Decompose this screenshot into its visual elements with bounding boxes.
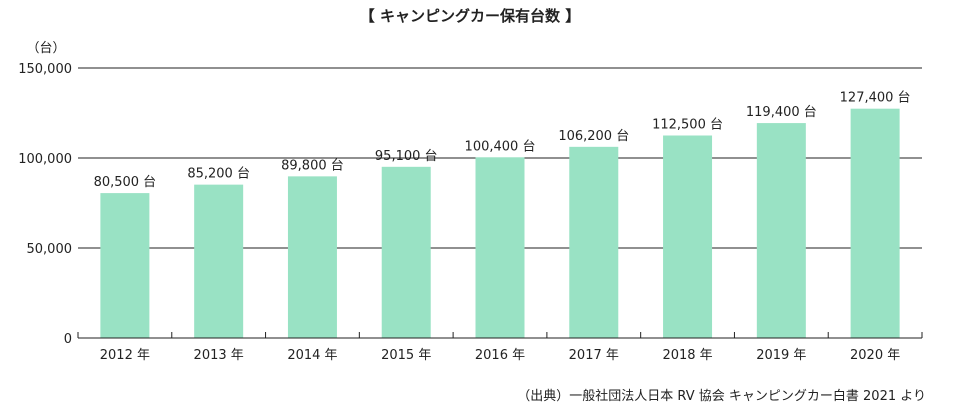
x-tick-label: 2016 年 (475, 348, 525, 363)
bar (663, 135, 713, 338)
bar (756, 123, 806, 338)
y-tick-label: 0 (64, 332, 72, 347)
data-label: 112,500 台 (652, 118, 723, 133)
x-tick-label: 2014 年 (287, 348, 337, 363)
data-label: 106,200 台 (558, 129, 629, 144)
chart-title: 【 キャンピングカー保有台数 】 (360, 7, 580, 25)
data-label: 100,400 台 (465, 139, 536, 154)
axes (77, 332, 923, 339)
data-labels: 80,500 台 85,200 台 89,800 台 95,100 台 100,400 … (94, 91, 911, 190)
y-tick-label: 100,000 (18, 152, 72, 167)
data-label: 80,500 台 (94, 175, 157, 190)
bar (475, 157, 525, 338)
data-label: 119,400 台 (746, 105, 817, 120)
y-tick-label: 50,000 (27, 242, 73, 257)
x-tick-label: 2017 年 (569, 348, 619, 363)
x-tick-label: 2015 年 (381, 348, 431, 363)
bar (287, 176, 337, 338)
x-tick-label: 2018 年 (662, 348, 712, 363)
x-tick-label: 2020 年 (850, 348, 900, 363)
bars (100, 108, 900, 339)
x-tick-labels: 2012 年 2013 年 2014 年 2015 年 2016 年 2017 年 2018… (100, 348, 900, 363)
y-tick-labels: 0 50,000 100,000 150,000 (18, 62, 72, 347)
y-tick-label: 150,000 (18, 62, 72, 77)
data-label: 95,100 台 (375, 149, 438, 164)
data-label: 89,800 台 (281, 158, 344, 173)
bar (569, 146, 619, 338)
data-label: 127,400 台 (840, 91, 911, 106)
bar (194, 184, 244, 338)
bar (850, 108, 900, 339)
x-tick-label: 2012 年 (100, 348, 150, 363)
x-tick-label: 2013 年 (194, 348, 244, 363)
bar (381, 166, 431, 338)
y-axis-unit-label: （台） (26, 41, 65, 56)
bar (100, 193, 150, 338)
source-note: （出典）一般社団法人日本 RV 協会 キャンピングカー白書 2021 より (517, 388, 926, 404)
x-tick-label: 2019 年 (756, 348, 806, 363)
data-label: 85,200 台 (187, 167, 250, 182)
